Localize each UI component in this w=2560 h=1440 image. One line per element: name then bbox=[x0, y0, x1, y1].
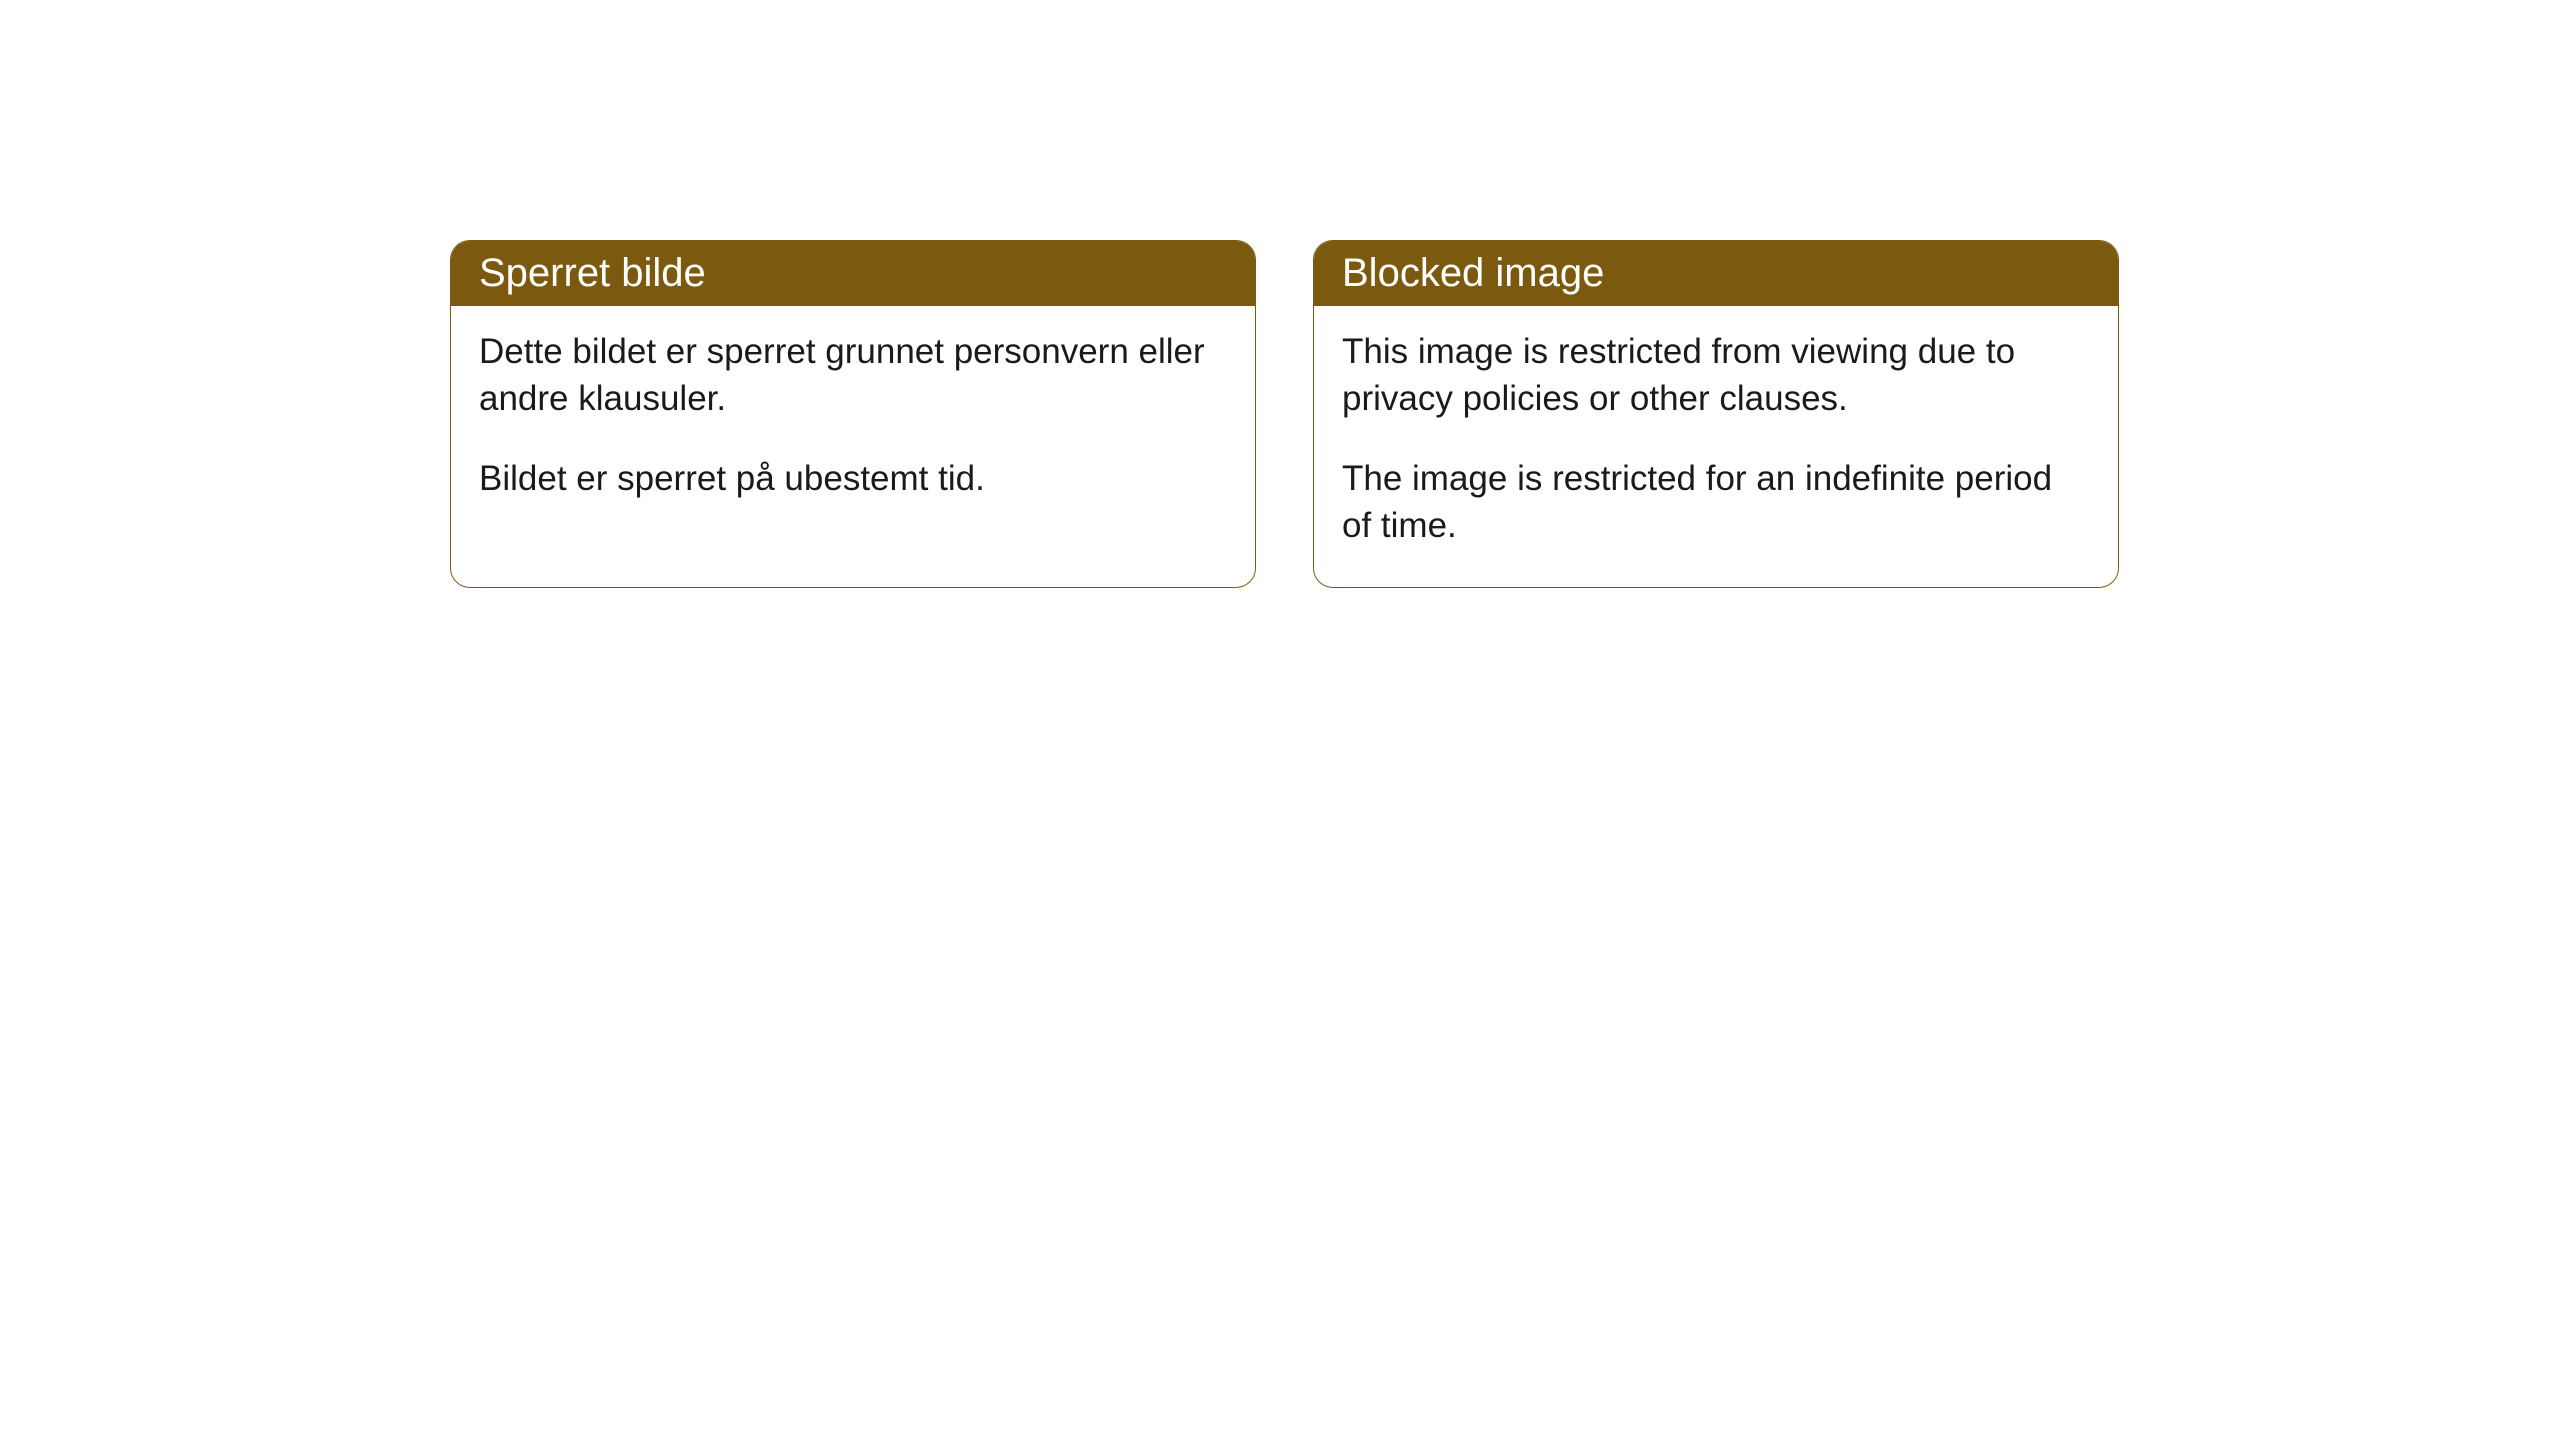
card-paragraph: This image is restricted from viewing du… bbox=[1342, 328, 2090, 423]
card-body: This image is restricted from viewing du… bbox=[1314, 306, 2118, 587]
notice-card-norwegian: Sperret bilde Dette bildet er sperret gr… bbox=[450, 240, 1256, 588]
card-paragraph: Bildet er sperret på ubestemt tid. bbox=[479, 455, 1227, 502]
notice-card-english: Blocked image This image is restricted f… bbox=[1313, 240, 2119, 588]
card-title: Sperret bilde bbox=[479, 251, 706, 295]
card-paragraph: Dette bildet er sperret grunnet personve… bbox=[479, 328, 1227, 423]
card-header: Sperret bilde bbox=[451, 241, 1255, 306]
card-title: Blocked image bbox=[1342, 251, 1604, 295]
cards-container: Sperret bilde Dette bildet er sperret gr… bbox=[450, 240, 2119, 588]
card-paragraph: The image is restricted for an indefinit… bbox=[1342, 455, 2090, 550]
card-header: Blocked image bbox=[1314, 241, 2118, 306]
card-body: Dette bildet er sperret grunnet personve… bbox=[451, 306, 1255, 540]
